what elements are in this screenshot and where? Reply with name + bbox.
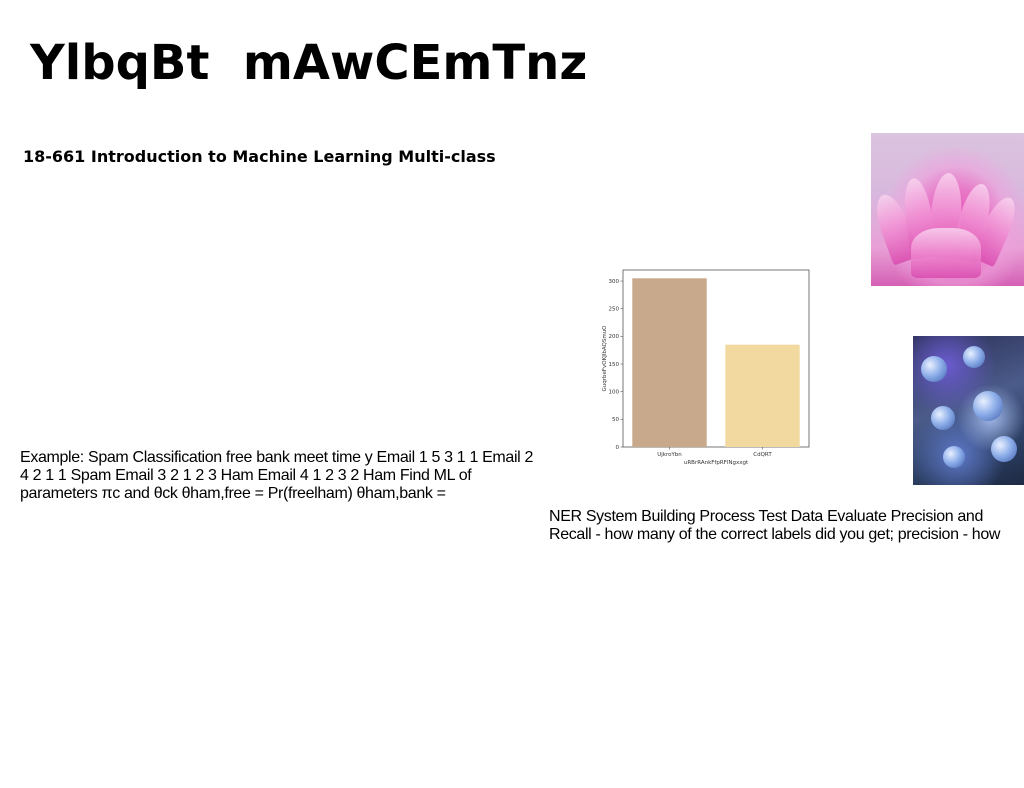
y-axis: 0 50 100 150 200 250 300 xyxy=(609,279,623,451)
y-tick-label: 250 xyxy=(609,307,620,313)
bar-chart-svg: 0 50 100 150 200 250 300 UjkroYbn CdQRT uRBrRAn… xyxy=(602,269,810,466)
y-tick-label: 200 xyxy=(609,334,620,340)
bar-chart: 0 50 100 150 200 250 300 UjkroYbn CdQRT uRBrRAn… xyxy=(596,262,818,472)
pink-abstract-image xyxy=(871,133,1024,286)
blue-figurines-image xyxy=(913,336,1024,485)
y-axis-label: GuqrbeFvOKJlbAQSmuO xyxy=(602,325,608,392)
spam-example-text: Example: Spam Classification free bank m… xyxy=(20,449,533,502)
x-axis: UjkroYbn CdQRT xyxy=(657,447,772,458)
plot-frame xyxy=(622,269,810,448)
page-subtitle: 18-661 Introduction to Machine Learning … xyxy=(23,147,496,166)
y-tick-label: 100 xyxy=(609,389,620,395)
x-tick-label: UjkroYbn xyxy=(657,452,682,458)
x-tick-label: CdQRT xyxy=(753,452,772,458)
x-axis-label: uRBrRAnkFfpRFlNgxxgt xyxy=(684,460,749,466)
y-tick-label: 0 xyxy=(616,445,620,451)
y-tick-label: 50 xyxy=(612,417,619,423)
bar-CdQRT xyxy=(725,344,800,447)
y-tick-label: 150 xyxy=(609,362,620,368)
bar-UjkroYbn xyxy=(632,278,707,447)
bars xyxy=(632,278,800,447)
page-title: YlbqBt mAwCEmTnz xyxy=(30,35,588,91)
ner-process-text: NER System Building Process Test Data Ev… xyxy=(549,508,1001,543)
y-tick-label: 300 xyxy=(609,279,620,285)
